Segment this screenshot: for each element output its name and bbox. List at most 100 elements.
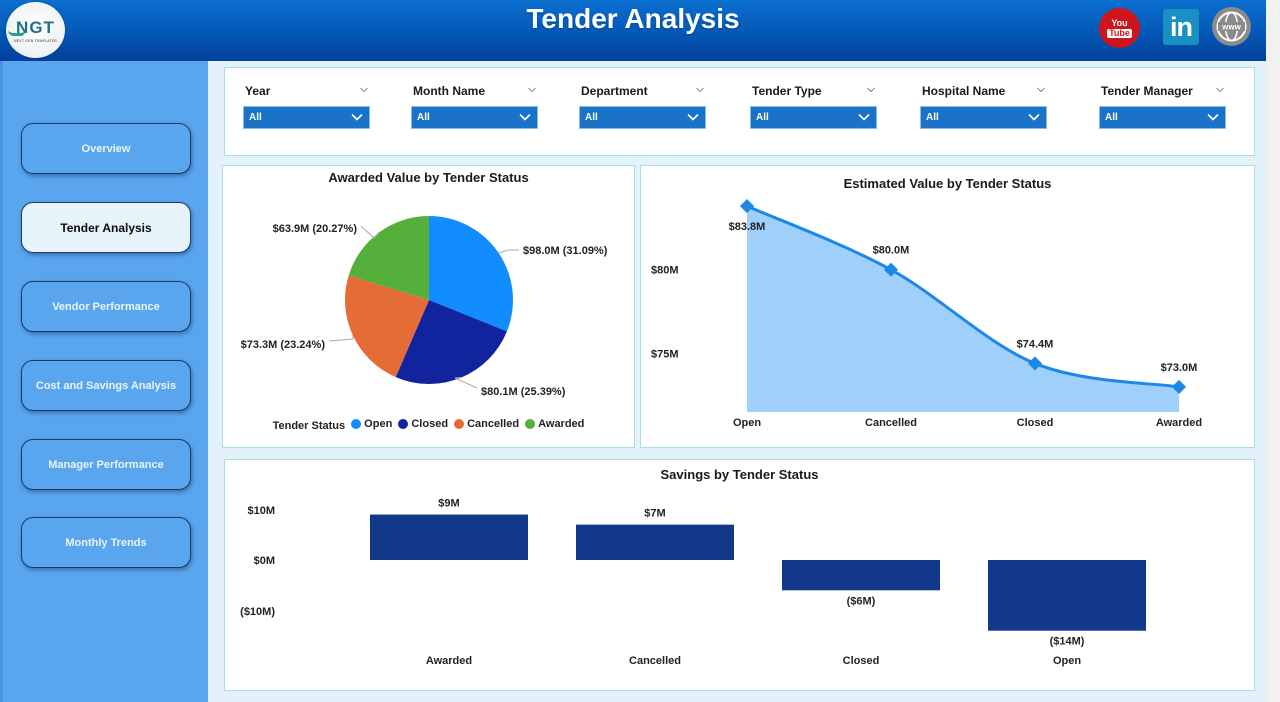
data-label-closed: $80.1M (25.39%)	[481, 386, 566, 398]
filter-year: Year All	[243, 82, 370, 129]
data-point-open[interactable]	[739, 199, 755, 214]
chart-title: Savings by Tender Status	[660, 467, 819, 482]
month-name-dropdown[interactable]: All	[411, 106, 538, 129]
youtube-icon[interactable]: You Tube	[1099, 8, 1140, 48]
data-point-awarded[interactable]	[1171, 379, 1187, 394]
area-chart-canvas[interactable]: $80M $75M $83.8M Open $80.0M Cancelled $74.4M C…	[641, 166, 1253, 446]
data-label-open: $83.8M	[729, 221, 766, 233]
x-axis-label: Cancelled	[865, 417, 917, 429]
chevron-down-icon	[687, 113, 699, 121]
chevron-down-icon	[351, 113, 363, 121]
chevron-down-icon[interactable]	[1216, 86, 1224, 94]
x-axis-label: Open	[733, 417, 761, 429]
chevron-down-icon	[858, 113, 870, 121]
data-label-open: $98.0M (31.09%)	[523, 245, 608, 257]
area-line	[746, 204, 1180, 389]
leader-line	[328, 335, 354, 342]
pie-slice-cancelled[interactable]	[345, 275, 429, 378]
x-axis-label: Closed	[843, 655, 880, 667]
data-label-cancelled: $73.3M (23.24%)	[241, 339, 326, 351]
ngt-logo[interactable]: NGT NEXT GEN TEMPLATES	[6, 2, 65, 58]
legend-dot-icon	[351, 419, 362, 429]
filter-hospital-name: Hospital Name All	[920, 82, 1047, 129]
leader-line	[454, 377, 478, 389]
filter-label: Department	[581, 84, 648, 98]
filter-label: Month Name	[413, 84, 485, 98]
filter-department: Department All	[579, 82, 706, 129]
filter-label: Year	[245, 84, 271, 98]
chevron-down-icon	[519, 113, 531, 121]
nav-button-tender-analysis[interactable]: Tender Analysis	[21, 202, 191, 253]
x-axis-label: Closed	[1017, 417, 1054, 429]
chevron-down-icon[interactable]	[696, 86, 704, 94]
pie-slice-closed[interactable]	[395, 300, 507, 384]
chevron-down-icon[interactable]	[528, 86, 536, 94]
legend-item-closed[interactable]: Closed	[398, 418, 448, 430]
data-label-cancelled: $7M	[644, 508, 665, 520]
filter-label: Tender Manager	[1101, 84, 1193, 98]
website-globe-icon[interactable]: www	[1212, 7, 1251, 46]
legend-item-cancelled[interactable]: Cancelled	[454, 418, 519, 430]
pie-chart-canvas[interactable]: $98.0M (31.09%) $80.1M (25.39%) $73.3M (23…	[223, 166, 633, 411]
logo-text: NGT	[8, 18, 55, 38]
x-axis-label: Open	[1053, 655, 1081, 667]
nav-button-vendor-performance[interactable]: Vendor Performance	[21, 281, 191, 332]
awarded-value-pie-chart: Awarded Value by Tender Status $98.0M (3…	[222, 165, 635, 448]
legend-item-awarded[interactable]: Awarded	[525, 418, 584, 430]
bar-open[interactable]	[988, 560, 1146, 631]
globe-icon: www	[1216, 11, 1247, 42]
header-bar: NGT NEXT GEN TEMPLATES Tender Analysis Y…	[0, 0, 1266, 61]
hospital-name-dropdown[interactable]: All	[920, 106, 1047, 129]
bar-awarded[interactable]	[370, 514, 528, 560]
chevron-down-icon[interactable]	[1037, 86, 1045, 94]
tender-manager-dropdown[interactable]: All	[1099, 106, 1226, 129]
x-axis-label: Awarded	[426, 655, 472, 667]
legend-title: Tender Status	[272, 420, 346, 432]
filter-label: Hospital Name	[922, 84, 1006, 98]
page-scroll-gutter	[1266, 0, 1280, 702]
filter-tender-type: Tender Type All	[750, 82, 877, 129]
sidebar-nav: Overview Tender Analysis Vendor Performa…	[0, 61, 208, 702]
filter-tender-manager: Tender Manager All	[1099, 82, 1226, 129]
linkedin-icon[interactable]: in	[1163, 9, 1199, 45]
x-axis-label: Cancelled	[629, 655, 681, 667]
bar-chart-canvas[interactable]: $10M $0M ($10M) $9M Awarded $7M Cancelled ($6M)…	[225, 460, 1253, 689]
nav-button-overview[interactable]: Overview	[21, 123, 191, 174]
data-label-awarded: $73.0M	[1161, 362, 1198, 374]
x-axis-label: Awarded	[1156, 417, 1202, 429]
pie-slice-open[interactable]	[429, 216, 513, 332]
savings-bar-chart: Savings by Tender Status $10M $0M ($10M) $9…	[224, 459, 1255, 691]
data-label-awarded: $9M	[438, 498, 459, 510]
bar-closed[interactable]	[782, 560, 940, 591]
svg-text:www: www	[1221, 23, 1241, 32]
estimated-value-area-chart: Estimated Value by Tender Status $80M $75…	[640, 165, 1255, 448]
leader-line	[498, 249, 519, 254]
legend-item-open[interactable]: Open	[351, 418, 392, 430]
y-axis-tick: $0M	[254, 555, 275, 567]
chevron-down-icon	[1028, 113, 1040, 121]
data-point-cancelled[interactable]	[883, 262, 899, 277]
department-dropdown[interactable]: All	[579, 106, 706, 129]
data-label-open: ($14M)	[1050, 636, 1085, 648]
y-axis-tick: ($10M)	[240, 606, 275, 618]
nav-button-manager-performance[interactable]: Manager Performance	[21, 439, 191, 490]
chevron-down-icon[interactable]	[867, 86, 875, 94]
nav-button-cost-and-savings-analysis[interactable]: Cost and Savings Analysis	[21, 360, 191, 411]
filter-panel: Year All Month Name All Department All T…	[224, 67, 1255, 156]
y-axis-tick: $10M	[247, 505, 275, 517]
filter-label: Tender Type	[752, 84, 822, 98]
pie-legend: Tender Status Open Closed Cancelled Awar…	[223, 418, 634, 432]
tender-type-dropdown[interactable]: All	[750, 106, 877, 129]
area-fill	[747, 206, 1179, 412]
bar-cancelled[interactable]	[576, 524, 734, 560]
year-dropdown[interactable]: All	[243, 106, 370, 129]
nav-button-monthly-trends[interactable]: Monthly Trends	[21, 517, 191, 568]
chevron-down-icon[interactable]	[360, 86, 368, 94]
chart-title: Awarded Value by Tender Status	[328, 170, 529, 185]
data-label-closed: $74.4M	[1017, 338, 1054, 350]
legend-dot-icon	[398, 419, 409, 429]
data-label-cancelled: $80.0M	[873, 245, 910, 257]
pie-slice-awarded[interactable]	[348, 216, 429, 300]
data-point-closed[interactable]	[1027, 356, 1043, 371]
data-label-closed: ($6M)	[847, 595, 876, 607]
